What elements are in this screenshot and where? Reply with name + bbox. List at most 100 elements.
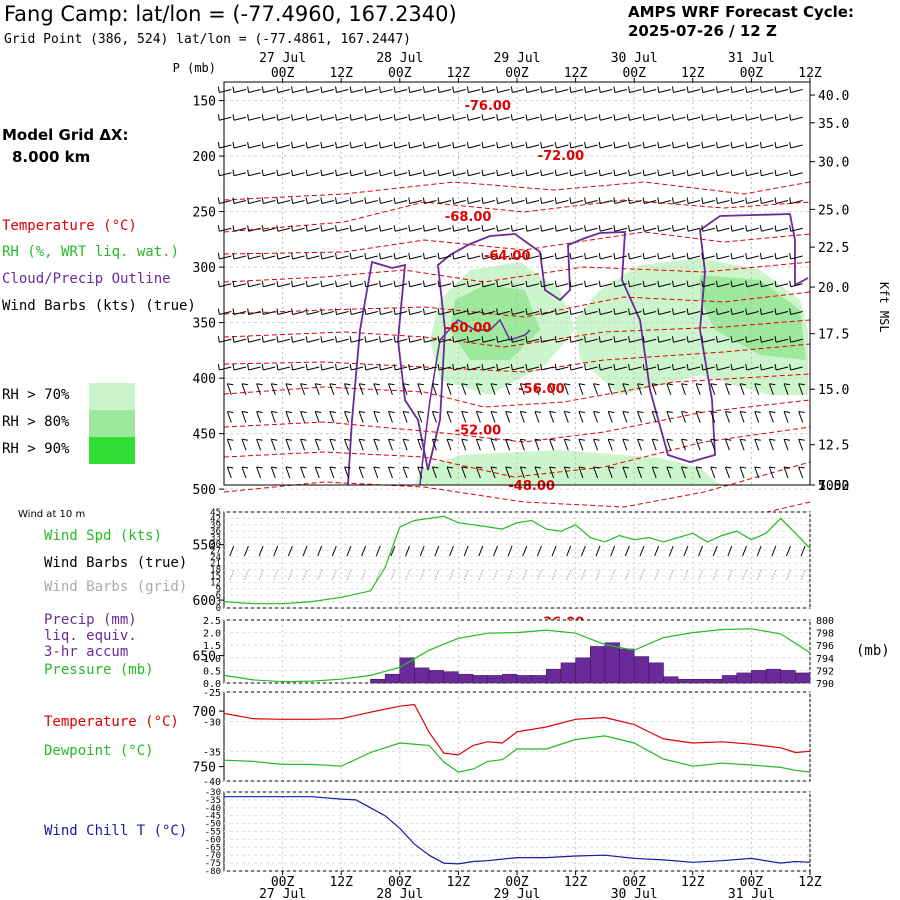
wind-barb-flag <box>452 280 455 287</box>
wind-barb-staff <box>380 89 393 93</box>
wind-barb-staff <box>351 116 364 121</box>
wind-barb-staff <box>402 466 408 479</box>
wind-barb-staff <box>790 366 803 371</box>
wind-barb-flag <box>305 280 308 287</box>
wind-barb-flag <box>481 252 484 260</box>
wind-barb-staff <box>717 366 730 371</box>
wind-barb-flag <box>745 252 748 260</box>
wind-barb-staff <box>263 172 276 177</box>
wind-chill-tick-label: -30 <box>205 788 221 798</box>
wind-barb-flag <box>378 114 381 121</box>
legend-temperature: Temperature (°C) <box>2 218 137 234</box>
wind-barb-flag <box>789 114 792 121</box>
bottom-time-label: 12Z <box>447 875 471 890</box>
wind-barb-flag <box>657 86 660 93</box>
wind-barb-flag <box>622 411 629 413</box>
wind-barb-flag <box>598 252 601 260</box>
wind-barb-staff <box>351 172 364 177</box>
wind-barb-staff <box>512 172 525 177</box>
wind-barb-staff <box>497 172 510 177</box>
wind-barb-flag <box>540 252 543 260</box>
wind-barb-staff <box>263 200 276 204</box>
wind-barb-flag <box>261 225 264 232</box>
wind-barb-staff <box>614 366 627 371</box>
wind-barb-true <box>566 545 572 557</box>
wind-barb-staff <box>358 411 364 423</box>
wind-barb-staff <box>644 172 657 177</box>
wind-barb-flag <box>490 466 498 469</box>
wind-barb-staff <box>731 283 745 288</box>
precip-bar <box>604 642 620 684</box>
wind-barb-true <box>668 545 674 557</box>
wind-barb-staff <box>629 311 642 315</box>
wind-chill-label: Wind Chill T (°C) <box>44 823 188 839</box>
wind-barb-flag <box>452 86 455 93</box>
wind-barb-flag <box>393 363 396 371</box>
wind-barb-flag <box>261 336 264 343</box>
wind-barb-flag <box>320 169 323 176</box>
wind-barb-staff <box>292 116 305 121</box>
wind-barb-true <box>302 545 308 557</box>
wind-barb-flag <box>613 336 616 343</box>
rh70-swatch <box>89 383 135 410</box>
wind-barb-staff <box>658 227 671 232</box>
wind-barb-flag <box>364 308 367 315</box>
wind-barb-flag <box>422 252 425 260</box>
wind-barb-staff <box>395 255 408 260</box>
precip-bar <box>575 657 591 684</box>
temperature-tick-label: -35 <box>203 747 221 758</box>
wind-barb-flag <box>701 336 704 343</box>
wind-barb-staff <box>307 172 320 177</box>
wind-barb-flag <box>686 308 689 315</box>
wind-barb-staff <box>731 227 745 232</box>
wind-barb-true <box>698 545 704 557</box>
wind-barb-staff <box>351 89 364 93</box>
top-time-label: 00Z <box>740 66 764 81</box>
wind-barb-staff <box>380 366 393 371</box>
wind-barb-staff <box>365 338 378 343</box>
wind-barb-flag <box>271 466 278 469</box>
wind-barb-flag <box>671 197 674 204</box>
kft-tick-label: 30.0 <box>818 156 849 171</box>
wind-barb-staff <box>468 255 481 260</box>
wind-barb-flag <box>335 114 338 121</box>
wind-barb-staff <box>351 338 364 343</box>
wind-barb-staff <box>505 383 511 395</box>
wind-barb-flag <box>725 466 732 469</box>
wind-barb-flag <box>349 336 352 343</box>
wind-barb-staff <box>644 366 657 371</box>
wind-barb-flag <box>715 280 718 287</box>
wind-barb-staff <box>219 89 232 93</box>
wind-barb-staff <box>541 255 554 260</box>
wind-barb-flag <box>613 280 616 287</box>
wind-barb-flag <box>217 141 220 149</box>
wind-barb-flag <box>490 438 498 441</box>
wind-barb-flag <box>403 411 410 413</box>
wind-barb-staff <box>285 439 291 451</box>
wind-barb-flag <box>789 280 792 287</box>
top-time-label: 12Z <box>447 66 471 81</box>
wind-barb-staff <box>798 383 804 395</box>
wind-barb-staff <box>746 227 759 232</box>
wind-barb-staff <box>453 116 466 121</box>
wind-barb-flag <box>593 438 600 441</box>
wind-barb-flag <box>774 363 777 371</box>
wind-barb-flag <box>359 438 366 441</box>
wind-barb-staff <box>754 466 760 479</box>
wind-barb-staff <box>453 200 466 204</box>
wind-barb-flag <box>335 86 338 93</box>
wind-barb-staff <box>526 144 540 149</box>
wind-barb-flag <box>701 280 704 287</box>
wind-barb-staff <box>336 89 349 93</box>
wind-barb-staff <box>563 411 569 423</box>
wind-barb-staff <box>717 200 730 204</box>
wind-barb-flag <box>642 363 645 371</box>
wind-barb-staff <box>600 172 613 177</box>
wind-barb-staff <box>233 255 247 260</box>
wind-barb-staff <box>593 466 599 479</box>
temperature-contour-label: -76.00 <box>464 99 511 114</box>
wind-barb-staff <box>277 366 291 371</box>
wind-barb-flag <box>681 466 688 469</box>
wind-barb-staff <box>746 200 759 204</box>
wind-barb-flag <box>789 308 792 315</box>
